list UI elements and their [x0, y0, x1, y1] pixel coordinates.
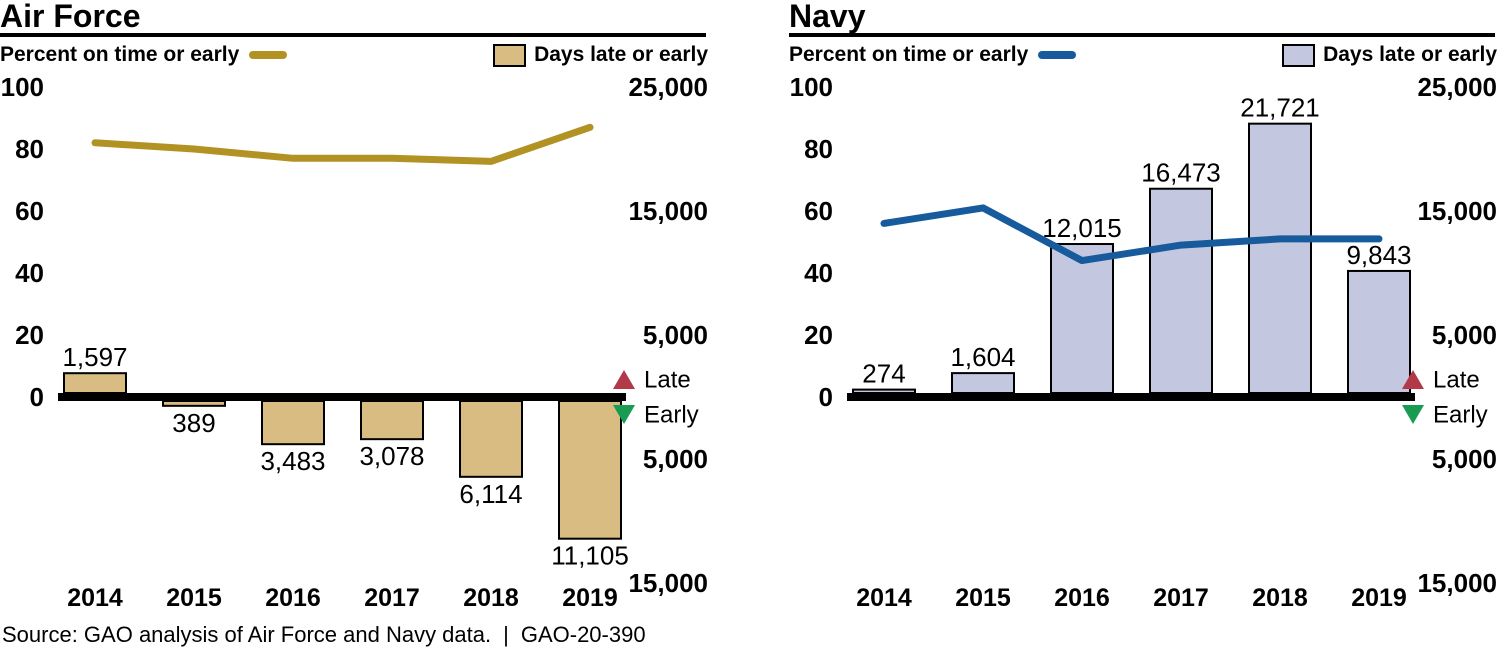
report-number: GAO-20-390 — [520, 622, 646, 647]
year-label-2019: 2019 — [562, 584, 618, 612]
right-axis-tick: 15,000 — [628, 196, 708, 226]
bar-value-label: 389 — [172, 408, 215, 438]
zero-baseline — [58, 393, 626, 401]
air-force-chart: 100 80 60 40 20 0 25,000 15,000 5,000 5,000 15,000… — [1, 75, 708, 612]
source-separator: | — [503, 622, 509, 647]
right-axis-tick: 5,000 — [1432, 444, 1497, 474]
bar-2019 — [1347, 269, 1411, 394]
line-legend: Percent on time or early — [789, 43, 1077, 67]
bar-2017 — [1149, 187, 1213, 394]
year-label-2018: 2018 — [463, 584, 519, 612]
year-label-2015: 2015 — [955, 584, 1011, 612]
early-down-triangle-icon — [613, 405, 635, 424]
bar-value-label: 3,078 — [359, 441, 424, 471]
bar-2015 — [162, 400, 226, 407]
bar-value-label: 11,105 — [551, 541, 629, 571]
bar-2015 — [951, 372, 1015, 395]
early-label: Early — [644, 402, 699, 429]
air-force-panel: Air Force Percent on time or early Days … — [0, 0, 712, 654]
year-label-2016: 2016 — [1054, 584, 1110, 612]
early-label: Early — [1433, 402, 1488, 429]
bar-value-label: 274 — [862, 359, 905, 389]
year-label-2015: 2015 — [166, 584, 222, 612]
navy-title: Navy — [789, 0, 866, 34]
bar-swatch-icon — [1282, 43, 1316, 67]
left-axis-tick: 0 — [819, 382, 833, 412]
year-label-2014: 2014 — [67, 584, 123, 612]
bar-2014 — [852, 388, 916, 394]
bar-2014 — [63, 372, 127, 395]
line-swatch-icon — [1038, 51, 1077, 59]
bar-value-label: 12,015 — [1042, 213, 1122, 243]
bar-value-label: 1,597 — [62, 342, 127, 372]
bar-legend-label: Days late or early — [534, 43, 708, 66]
bar-legend: Days late or early — [1282, 43, 1497, 67]
navy-legend: Percent on time or early Days late or ea… — [789, 42, 1497, 68]
early-down-triangle-icon — [1402, 405, 1424, 424]
bar-value-label: 21,721 — [1240, 93, 1320, 123]
bar-value-label: 6,114 — [459, 479, 522, 509]
source-text: Source: GAO analysis of Air Force and Na… — [2, 622, 492, 647]
bar-swatch-icon — [493, 43, 527, 67]
navy-chart: 100 80 60 40 20 0 25,000 15,000 5,000 5,000 15,000… — [790, 75, 1497, 612]
left-axis-tick: 100 — [790, 75, 833, 102]
year-label-2017: 2017 — [364, 584, 420, 612]
line-swatch-icon — [249, 51, 288, 59]
year-label-2019: 2019 — [1351, 584, 1407, 612]
line-legend-label: Percent on time or early — [789, 43, 1029, 66]
source-note: Source: GAO analysis of Air Force and Na… — [2, 622, 646, 648]
right-axis-tick: 15,000 — [628, 568, 708, 598]
air-force-legend: Percent on time or early Days late or ea… — [0, 42, 708, 68]
bar-value-label: 9,843 — [1346, 240, 1411, 270]
bar-2016 — [261, 400, 325, 446]
title-rule — [0, 33, 706, 37]
percent-on-time-line — [91, 123, 594, 165]
late-label: Late — [644, 367, 691, 394]
bar-2017 — [360, 400, 424, 441]
left-axis-tick: 40 — [804, 258, 833, 288]
right-axis-tick: 5,000 — [643, 444, 708, 474]
right-axis-tick: 25,000 — [1417, 75, 1497, 102]
left-axis-tick: 60 — [15, 196, 44, 226]
right-axis-tick: 15,000 — [1417, 568, 1497, 598]
year-label-2014: 2014 — [856, 584, 912, 612]
right-axis-tick: 15,000 — [1417, 196, 1497, 226]
left-axis-tick: 80 — [15, 134, 44, 164]
bar-legend-label: Days late or early — [1323, 43, 1497, 66]
late-label: Late — [1433, 367, 1480, 394]
percent-on-time-line — [880, 204, 1383, 265]
line-legend-label: Percent on time or early — [0, 43, 240, 66]
bar-2016 — [1050, 243, 1114, 394]
late-up-triangle-icon — [1402, 370, 1424, 389]
bar-value-label: 1,604 — [950, 342, 1015, 372]
line-legend: Percent on time or early — [0, 43, 288, 67]
right-axis-tick: 5,000 — [643, 320, 708, 350]
title-rule — [789, 33, 1495, 37]
year-label-2018: 2018 — [1252, 584, 1308, 612]
year-label-2017: 2017 — [1153, 584, 1209, 612]
bar-value-label: 3,483 — [260, 446, 325, 476]
left-axis-tick: 100 — [1, 75, 44, 102]
zero-baseline — [847, 393, 1415, 401]
navy-panel: Navy Percent on time or early Days late … — [789, 0, 1499, 654]
bar-value-label: 16,473 — [1141, 158, 1221, 188]
left-axis-tick: 60 — [804, 196, 833, 226]
right-axis-tick: 25,000 — [628, 75, 708, 102]
year-label-2016: 2016 — [265, 584, 321, 612]
late-up-triangle-icon — [613, 370, 635, 389]
bar-2018 — [459, 400, 523, 478]
air-force-title: Air Force — [0, 0, 141, 34]
bar-2018 — [1248, 122, 1312, 394]
left-axis-tick: 20 — [804, 320, 833, 350]
bar-legend: Days late or early — [493, 43, 708, 67]
left-axis-tick: 80 — [804, 134, 833, 164]
left-axis-tick: 20 — [15, 320, 44, 350]
right-axis-tick: 5,000 — [1432, 320, 1497, 350]
bar-2019 — [558, 400, 622, 540]
left-axis-tick: 40 — [15, 258, 44, 288]
left-axis-tick: 0 — [30, 382, 44, 412]
